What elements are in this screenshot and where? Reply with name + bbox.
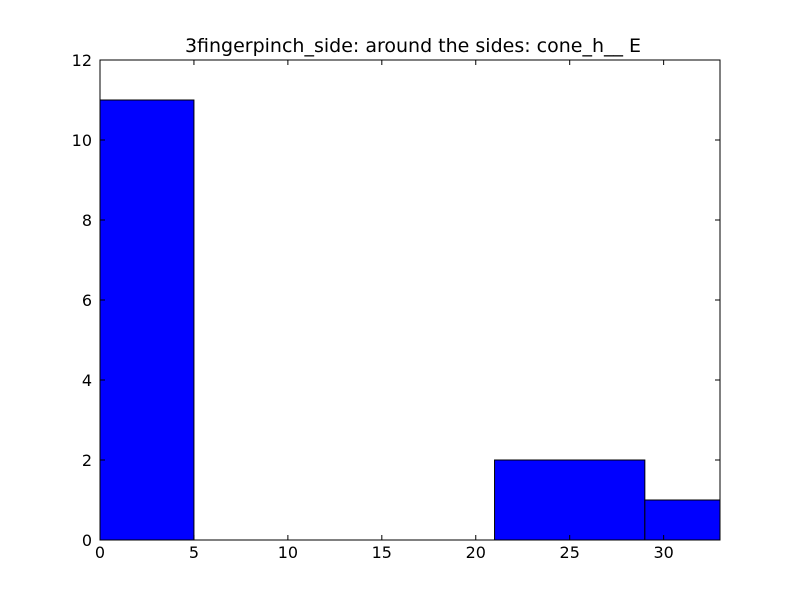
x-tick-label-2: 10 <box>278 543 298 562</box>
y-tick-label-4: 8 <box>82 211 92 230</box>
histogram-bar-2 <box>494 459 646 541</box>
y-tick-label-2: 4 <box>82 371 92 390</box>
histogram-bar-0 <box>99 99 195 541</box>
y-tick-label-6: 12 <box>72 51 92 70</box>
chart-title: 3fingerpinch_side: around the sides: con… <box>185 35 641 57</box>
y-tick-label-3: 6 <box>82 291 92 310</box>
x-tick-label-0: 0 <box>95 543 105 562</box>
tick-labels-group: 0 5 10 15 20 25 30 0 2 4 6 8 10 12 <box>72 51 674 562</box>
ticks-group <box>99 59 720 541</box>
y-tick-label-1: 2 <box>82 451 92 470</box>
x-tick-label-3: 15 <box>372 543 392 562</box>
plot-frame <box>99 59 721 541</box>
histogram-bar-3 <box>644 499 721 541</box>
y-tick-label-0: 0 <box>82 531 92 550</box>
bars-group <box>99 99 721 541</box>
x-tick-label-1: 5 <box>189 543 199 562</box>
x-tick-label-6: 30 <box>653 543 673 562</box>
y-tick-label-5: 10 <box>72 131 92 150</box>
x-tick-label-5: 25 <box>560 543 580 562</box>
x-tick-label-4: 20 <box>466 543 486 562</box>
